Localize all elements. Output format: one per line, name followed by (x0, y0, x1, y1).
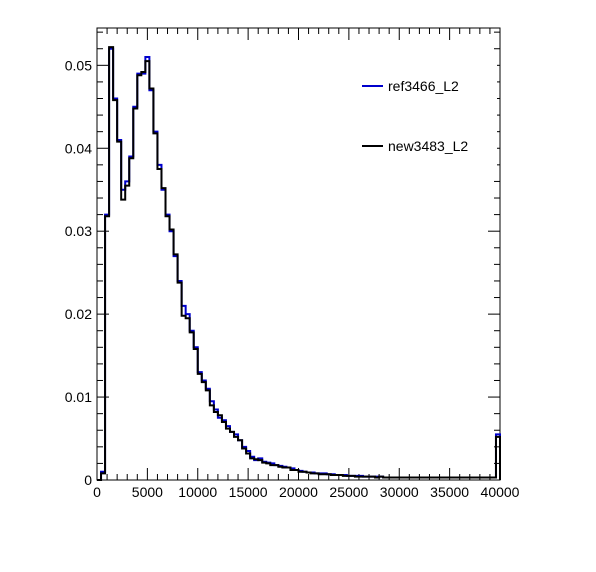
y-tick-label: 0 (84, 472, 92, 488)
legend-label: ref3466_L2 (388, 78, 459, 94)
x-tick-label: 0 (93, 484, 101, 500)
legend-label: new3483_L2 (388, 138, 468, 154)
x-tick-label: 30000 (380, 484, 419, 500)
x-tick-label: 35000 (430, 484, 469, 500)
y-tick-label: 0.03 (65, 223, 92, 239)
y-tick-label: 0.05 (65, 57, 92, 73)
x-tick-label: 5000 (132, 484, 163, 500)
y-tick-label: 0.02 (65, 306, 92, 322)
y-tick-label: 0.04 (65, 140, 92, 156)
x-tick-label: 25000 (329, 484, 368, 500)
y-tick-label: 0.01 (65, 389, 92, 405)
x-tick-label: 15000 (229, 484, 268, 500)
x-tick-label: 20000 (279, 484, 318, 500)
legend-box (357, 60, 497, 170)
series-line-new3483_L2 (97, 46, 501, 481)
x-tick-label: 40000 (481, 484, 520, 500)
x-tick-label: 10000 (178, 484, 217, 500)
